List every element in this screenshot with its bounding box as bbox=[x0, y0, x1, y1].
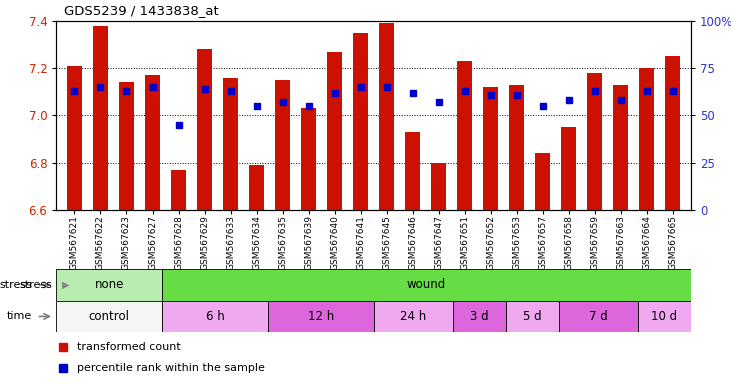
Text: GDS5239 / 1433838_at: GDS5239 / 1433838_at bbox=[64, 4, 219, 17]
Text: 12 h: 12 h bbox=[308, 310, 334, 323]
Bar bbox=[94, 26, 107, 210]
Text: transformed count: transformed count bbox=[77, 342, 181, 352]
Bar bbox=[379, 23, 394, 210]
Text: stress: stress bbox=[20, 280, 53, 290]
Bar bbox=[162, 269, 691, 301]
Bar bbox=[276, 80, 289, 210]
Text: 7 d: 7 d bbox=[589, 310, 607, 323]
Bar bbox=[374, 301, 452, 332]
Bar bbox=[353, 33, 368, 210]
Bar bbox=[145, 75, 159, 210]
Bar bbox=[67, 66, 82, 210]
Bar bbox=[483, 87, 498, 210]
Text: 24 h: 24 h bbox=[400, 310, 426, 323]
Text: ▶: ▶ bbox=[62, 280, 69, 290]
Bar bbox=[638, 301, 691, 332]
Bar bbox=[56, 269, 162, 301]
Bar bbox=[558, 301, 638, 332]
Bar bbox=[458, 61, 471, 210]
Bar bbox=[561, 127, 576, 210]
Bar bbox=[197, 50, 212, 210]
Text: 6 h: 6 h bbox=[205, 310, 224, 323]
Text: stress: stress bbox=[0, 280, 32, 290]
Bar bbox=[249, 165, 264, 210]
Text: none: none bbox=[94, 278, 124, 291]
Bar bbox=[224, 78, 238, 210]
Bar bbox=[506, 301, 558, 332]
Bar bbox=[510, 85, 523, 210]
Text: 5 d: 5 d bbox=[523, 310, 542, 323]
Bar bbox=[162, 301, 268, 332]
Bar bbox=[535, 153, 550, 210]
Text: 3 d: 3 d bbox=[470, 310, 488, 323]
Text: time: time bbox=[7, 311, 32, 321]
Bar bbox=[301, 108, 316, 210]
Bar bbox=[327, 52, 341, 210]
Bar bbox=[640, 68, 654, 210]
Bar bbox=[171, 170, 186, 210]
Text: 10 d: 10 d bbox=[651, 310, 678, 323]
Bar bbox=[613, 85, 628, 210]
Bar bbox=[452, 301, 506, 332]
Text: wound: wound bbox=[406, 278, 446, 291]
Bar bbox=[56, 301, 162, 332]
Bar bbox=[588, 73, 602, 210]
Bar bbox=[431, 162, 446, 210]
Text: control: control bbox=[88, 310, 129, 323]
Text: percentile rank within the sample: percentile rank within the sample bbox=[77, 363, 265, 374]
Bar bbox=[268, 301, 374, 332]
Bar bbox=[665, 56, 680, 210]
Bar bbox=[119, 83, 134, 210]
Bar bbox=[406, 132, 420, 210]
